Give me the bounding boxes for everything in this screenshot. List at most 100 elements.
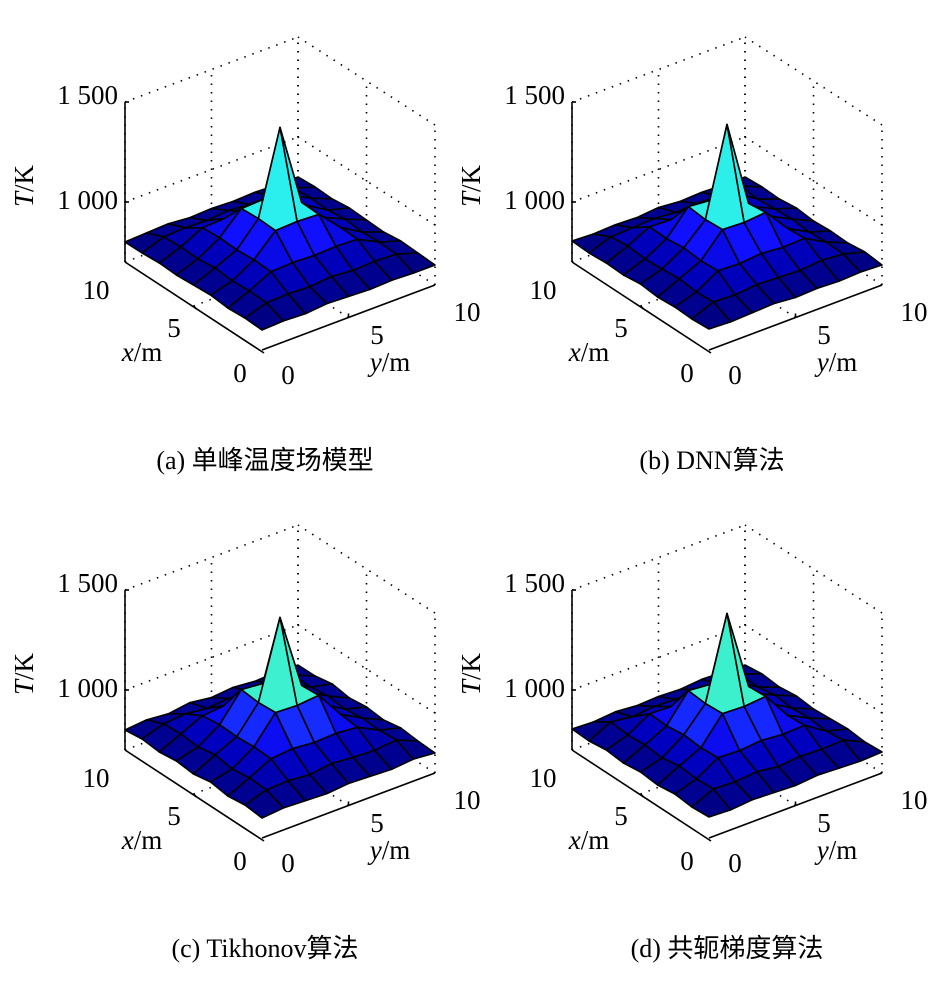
gridline	[297, 524, 436, 614]
y-tick-label-0: 0	[728, 360, 742, 390]
y-label-unit: /m	[382, 347, 411, 377]
y-tick-label-0: 0	[281, 360, 295, 390]
gridline	[297, 36, 436, 126]
panel-caption: (c) Tikhonov算法	[171, 934, 358, 963]
surface-face	[244, 789, 285, 819]
surface	[124, 616, 436, 819]
z-tick-label-1000: 1 000	[57, 673, 118, 703]
y-tick-label-10: 10	[901, 785, 928, 815]
x-tick-label-0: 0	[233, 846, 247, 876]
y-tick-label-0: 0	[728, 848, 742, 878]
x-label-var: x	[121, 337, 134, 367]
y-label-unit: /m	[829, 835, 858, 865]
x-tick-label-0: 0	[680, 358, 694, 388]
x-tick-label-5: 5	[167, 313, 181, 343]
gridline	[571, 624, 746, 691]
x-label-var: x	[121, 825, 134, 855]
z-label-unit: /K	[456, 164, 486, 192]
x-tick-label-5: 5	[614, 801, 628, 831]
x-label-unit: /m	[134, 825, 163, 855]
z-tick-label-1500: 1 500	[57, 80, 118, 110]
gridline	[744, 36, 883, 126]
x-tick-label-0: 0	[233, 358, 247, 388]
panel-caption: (d) 共轭梯度算法	[631, 934, 824, 963]
z-label-var: T	[456, 678, 486, 695]
y-label-unit: /m	[829, 347, 858, 377]
z-tick-label-1500: 1 500	[504, 80, 565, 110]
x-tick-label-10: 10	[83, 763, 110, 793]
x-tick-label-0: 0	[680, 846, 694, 876]
x-tick	[639, 793, 645, 798]
gridline	[124, 524, 299, 591]
x-tick-label-10: 10	[83, 275, 110, 305]
panel-c: 1 500 1 000 T/K 10 5 0 x/m 0 5 10 y/m (c) Tikhonov算…	[9, 524, 481, 963]
x-label-unit: /m	[134, 337, 163, 367]
z-tick-label-1000: 1 000	[504, 185, 565, 215]
z-label-var: T	[9, 678, 39, 695]
panel-b: 1 500 1 000 T/K 10 5 0 x/m 0 5 10 y/m (b) DNN算法	[456, 36, 928, 475]
z-tick-label-1500: 1 500	[504, 568, 565, 598]
x-tick-label-5: 5	[614, 313, 628, 343]
x-label-unit: /m	[581, 337, 610, 367]
z-label-unit: /K	[456, 652, 486, 680]
gridline	[124, 624, 299, 691]
gridline	[124, 136, 299, 203]
z-label-var: T	[456, 190, 486, 207]
surface	[571, 123, 883, 330]
x-tick	[639, 305, 645, 310]
y-label-var: y	[367, 347, 382, 377]
x-axis-label: x/m	[121, 825, 163, 855]
gridline	[124, 36, 299, 103]
gridline	[571, 36, 746, 103]
panel-caption: (a) 单峰温度场模型	[156, 446, 373, 475]
y-label-var: y	[367, 835, 382, 865]
gridline	[571, 136, 746, 203]
y-axis-label: y/m	[814, 835, 858, 865]
z-axis-label: T/K	[9, 652, 39, 695]
y-label-var: y	[814, 835, 829, 865]
panel-d: 1 500 1 000 T/K 10 5 0 x/m 0 5 10 y/m (d) 共轭梯度算法	[456, 524, 928, 963]
z-tick-label-1500: 1 500	[57, 568, 118, 598]
y-tick-label-10: 10	[454, 785, 481, 815]
x-tick-label-10: 10	[530, 275, 557, 305]
y-tick-label-10: 10	[901, 297, 928, 327]
panel-a: 1 500 1 000 T/K 10 5 0 x/m 0 5 10 y/m (a) 单峰温度场模型	[9, 36, 481, 475]
gridline	[744, 524, 883, 614]
y-axis-label: y/m	[367, 347, 411, 377]
x-tick-label-5: 5	[167, 801, 181, 831]
y-tick-label-10: 10	[454, 297, 481, 327]
z-label-unit: /K	[9, 164, 39, 192]
y-label-unit: /m	[382, 835, 411, 865]
x-axis-label: x/m	[568, 825, 610, 855]
z-axis-label: T/K	[9, 164, 39, 207]
z-axis-label: T/K	[456, 164, 486, 207]
y-tick-label-5: 5	[370, 808, 384, 838]
gridline	[571, 524, 746, 591]
x-tick	[192, 305, 198, 310]
x-label-var: x	[568, 825, 581, 855]
z-axis-label: T/K	[456, 652, 486, 695]
y-tick-label-5: 5	[817, 808, 831, 838]
x-axis-label: x/m	[568, 337, 610, 367]
x-axis-label: x/m	[121, 337, 163, 367]
y-axis-label: y/m	[367, 835, 411, 865]
surface-face	[691, 788, 732, 818]
z-label-var: T	[9, 190, 39, 207]
x-tick	[192, 793, 198, 798]
surface-face	[691, 301, 732, 330]
y-axis-label: y/m	[814, 347, 858, 377]
panel-caption: (b) DNN算法	[639, 446, 784, 475]
z-tick-label-1000: 1 000	[57, 185, 118, 215]
z-label-unit: /K	[9, 652, 39, 680]
surface-face	[244, 302, 285, 331]
x-label-var: x	[568, 337, 581, 367]
z-tick-label-1000: 1 000	[504, 673, 565, 703]
y-label-var: y	[814, 347, 829, 377]
surface	[124, 126, 436, 331]
x-tick-label-10: 10	[530, 763, 557, 793]
x-label-unit: /m	[581, 825, 610, 855]
y-tick-label-5: 5	[370, 320, 384, 350]
surface	[571, 612, 883, 818]
y-tick-label-5: 5	[817, 320, 831, 350]
